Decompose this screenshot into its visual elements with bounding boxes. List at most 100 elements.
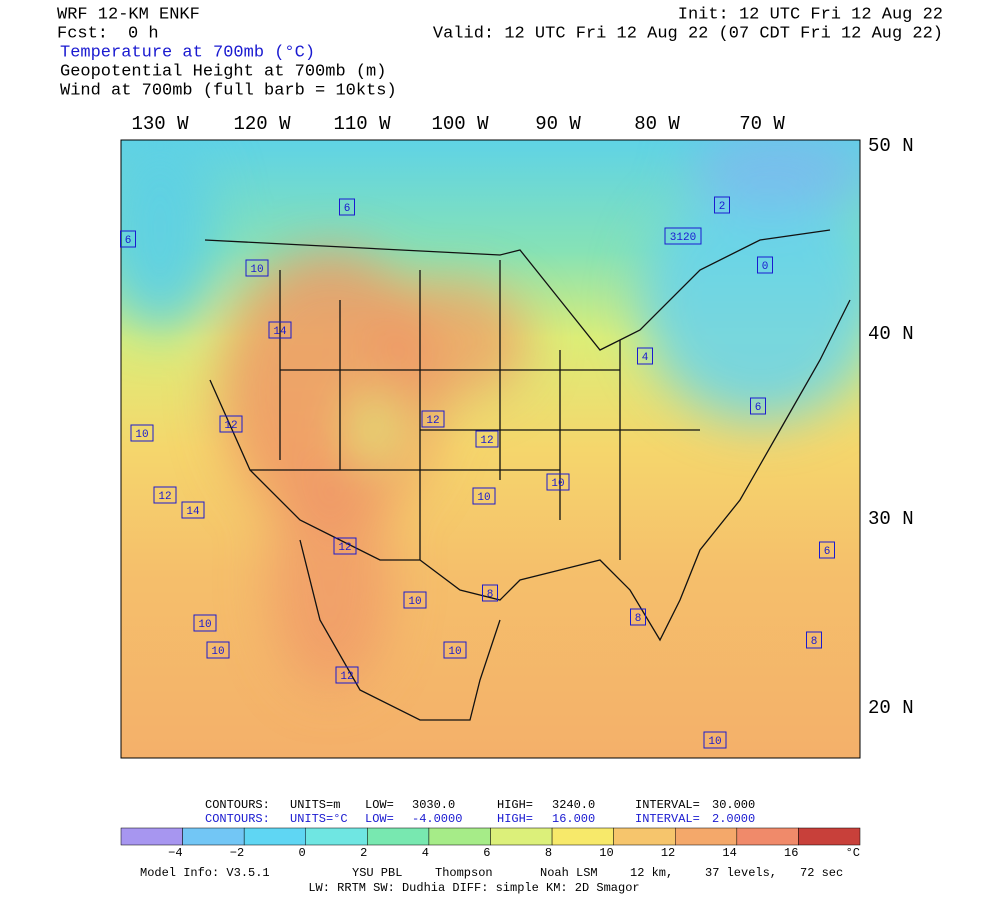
contour-label: 12 bbox=[338, 542, 351, 554]
contour-label: 12 bbox=[224, 420, 237, 432]
contour-label: 10 bbox=[211, 646, 224, 658]
map-frame bbox=[120, 139, 861, 759]
contour-label-box bbox=[819, 541, 835, 559]
contour-label-box bbox=[750, 397, 766, 415]
colorbar-swatch bbox=[182, 827, 245, 846]
contour-label: 0 bbox=[762, 261, 769, 273]
contour-label-box bbox=[335, 666, 359, 684]
contour-label: 12 bbox=[426, 415, 439, 427]
borders bbox=[204, 229, 851, 721]
contour-label-box bbox=[714, 196, 730, 214]
lat-label: 50 N bbox=[868, 135, 914, 157]
contour-info: HIGH= bbox=[497, 798, 533, 812]
contour-label: 6 bbox=[125, 235, 132, 247]
contour-info: CONTOURS: bbox=[205, 798, 270, 812]
contour-info: UNITS=°C bbox=[290, 812, 348, 826]
contour-label-box bbox=[339, 198, 355, 216]
contour-label-box bbox=[637, 347, 653, 365]
contour-label-box bbox=[630, 608, 646, 626]
contour-label: 14 bbox=[186, 506, 200, 518]
contour-label-box bbox=[664, 227, 702, 245]
colorbar-label: −2 bbox=[230, 846, 244, 860]
contour-label-box bbox=[482, 584, 498, 602]
contour-label: 8 bbox=[635, 613, 642, 625]
contour-label-box bbox=[153, 486, 177, 504]
contour-label: 14 bbox=[273, 326, 287, 338]
contour-label-box bbox=[206, 641, 230, 659]
fcst-label: Fcst: bbox=[57, 24, 108, 43]
colorbar-label: 0 bbox=[299, 846, 306, 860]
contour-info: UNITS=m bbox=[290, 798, 340, 812]
model-title: WRF 12-KM ENKF bbox=[57, 5, 200, 24]
contour-label-box bbox=[703, 731, 727, 749]
contour-info: 30.000 bbox=[712, 798, 755, 812]
model-info: Thompson bbox=[435, 866, 493, 880]
colorbar-swatch bbox=[613, 827, 676, 846]
contour-label-box bbox=[546, 473, 570, 491]
contour-info: INTERVAL= bbox=[635, 798, 700, 812]
map bbox=[121, 140, 860, 758]
contour-info: INTERVAL= bbox=[635, 812, 700, 826]
lat-label: 40 N bbox=[868, 323, 914, 345]
contour-label: 6 bbox=[824, 546, 831, 558]
colorbar-swatch bbox=[551, 827, 614, 846]
field-label: Wind at 700mb (full barb = 10kts) bbox=[60, 81, 397, 100]
colorbar-label: 12 bbox=[661, 846, 675, 860]
lat-label: 30 N bbox=[868, 508, 914, 530]
contour-label: 12 bbox=[480, 435, 493, 447]
model-info: LW: RRTM SW: Dudhia DIFF: simple KM: 2D … bbox=[308, 881, 639, 895]
contour-label: 6 bbox=[344, 203, 351, 215]
contour-label: 10 bbox=[708, 736, 721, 748]
colorbar-swatch bbox=[490, 827, 553, 846]
contour-info: 2.0000 bbox=[712, 812, 755, 826]
contour-label-box bbox=[181, 501, 205, 519]
colorbar-label: 6 bbox=[483, 846, 490, 860]
contour-label-box bbox=[443, 641, 467, 659]
colorbar-swatch bbox=[675, 827, 738, 846]
colorbar-label: 14 bbox=[722, 846, 736, 860]
colorbar-unit: °C bbox=[846, 846, 860, 860]
contour-label: 12 bbox=[158, 491, 171, 503]
contour-label: 3120 bbox=[670, 232, 696, 244]
contour-label-box bbox=[806, 631, 822, 649]
contour-label-box bbox=[333, 537, 357, 555]
contour-label: 8 bbox=[811, 636, 818, 648]
contour-label: 10 bbox=[135, 429, 148, 441]
lon-label: 90 W bbox=[535, 113, 581, 135]
contour-label-box bbox=[421, 410, 445, 428]
lon-label: 130 W bbox=[131, 113, 189, 135]
valid-time: Valid: 12 UTC Fri 12 Aug 22 (07 CDT Fri … bbox=[433, 24, 943, 43]
contour-label: 10 bbox=[448, 646, 461, 658]
model-info: 12 km, bbox=[630, 866, 673, 880]
colorbar-label: 2 bbox=[360, 846, 367, 860]
model-info: Noah LSM bbox=[540, 866, 598, 880]
colorbar-label: 8 bbox=[545, 846, 552, 860]
fcst-value: 0 h bbox=[128, 24, 159, 43]
contour-label-box bbox=[403, 591, 427, 609]
lon-label: 80 W bbox=[634, 113, 680, 135]
contour-label: 4 bbox=[642, 352, 649, 364]
contour-info: 3030.0 bbox=[412, 798, 455, 812]
lon-label: 110 W bbox=[333, 113, 391, 135]
contour-label-box bbox=[475, 430, 499, 448]
lon-label: 120 W bbox=[233, 113, 291, 135]
contour-label-box bbox=[472, 487, 496, 505]
colorbar-swatch bbox=[120, 827, 183, 846]
colorbar-swatch bbox=[798, 827, 861, 846]
contour-label-box bbox=[245, 259, 269, 277]
field-label: Geopotential Height at 700mb (m) bbox=[60, 62, 386, 81]
model-info: 72 sec bbox=[800, 866, 843, 880]
contour-label-box bbox=[268, 321, 292, 339]
contour-label: 10 bbox=[551, 478, 564, 490]
colorbar-swatch bbox=[305, 827, 368, 846]
contour-label: 10 bbox=[250, 264, 263, 276]
contour-label: 10 bbox=[408, 596, 421, 608]
model-info: Model Info: V3.5.1 bbox=[140, 866, 270, 880]
colorbar-label: −4 bbox=[168, 846, 182, 860]
model-info: YSU PBL bbox=[352, 866, 402, 880]
colorbar-swatch bbox=[367, 827, 430, 846]
contour-label-box bbox=[120, 230, 136, 248]
contour-label: 12 bbox=[340, 671, 353, 683]
contour-info: 16.000 bbox=[552, 812, 595, 826]
